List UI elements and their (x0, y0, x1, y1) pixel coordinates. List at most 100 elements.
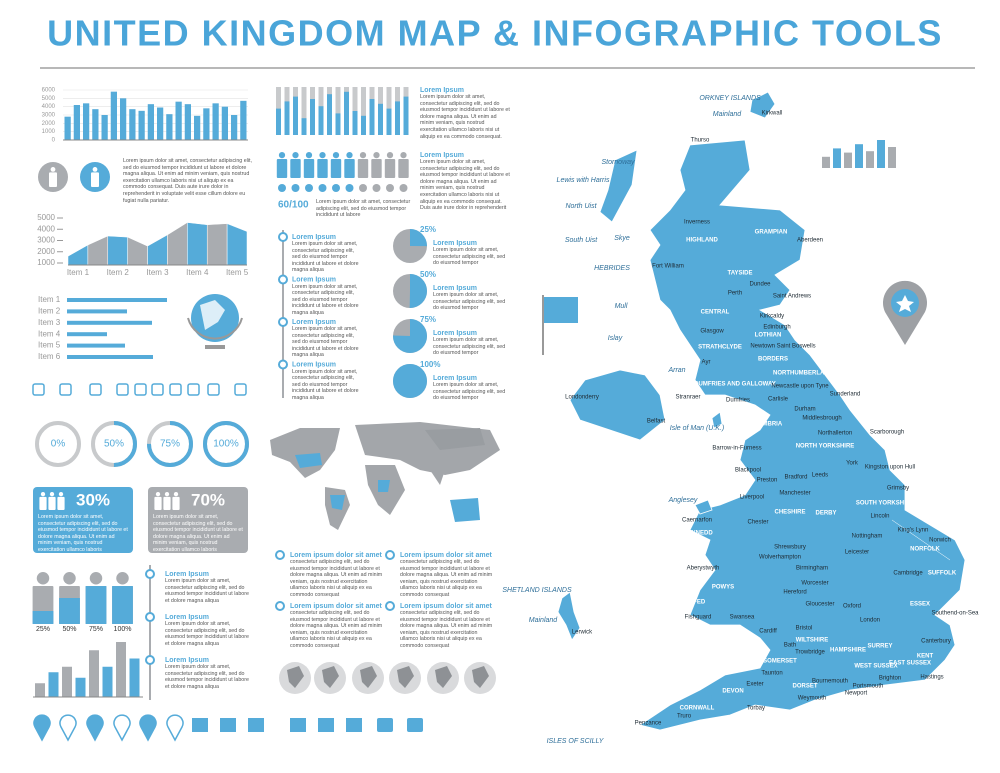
region-border (891, 519, 951, 561)
island-label: Lewis with Harris (557, 177, 610, 184)
pie-label: 25% (420, 225, 436, 234)
paragraph: Lorem ipsum dolor sit amet, consectetur … (420, 94, 510, 140)
bar-track (335, 87, 341, 135)
region-label: CHESHIRE (774, 510, 805, 516)
city-label: Trowbridge (795, 650, 825, 656)
timeline-dot (145, 612, 155, 622)
region-label: NORTH YORKSHIRE (796, 444, 855, 450)
person-icon (330, 152, 342, 178)
note-title: Lorem ipsum dolor sit amet (290, 552, 382, 559)
icon (89, 383, 102, 396)
level-label: 25% (36, 626, 50, 633)
person-head (400, 152, 407, 159)
city-label: Nottingham (852, 534, 883, 540)
bar (301, 118, 307, 135)
city-label: Hastings (920, 675, 943, 681)
person-icon (384, 152, 396, 178)
person-head (89, 572, 103, 585)
bar (194, 115, 201, 140)
note-title: Lorem Ipsum (420, 152, 464, 159)
city-label: Kingston upon Hull (865, 465, 915, 471)
person-icon (154, 492, 162, 510)
pie-title: Lorem Ipsum (433, 375, 477, 382)
northern-ireland (569, 369, 666, 441)
region-label: SURREY (867, 644, 892, 650)
region-label: DERBY (815, 511, 836, 517)
person-icon (344, 152, 355, 178)
note-title: Lorem ipsum dolor sit amet (400, 603, 492, 610)
island-label: Mainland (713, 111, 743, 118)
city-label: Kirkwall (762, 111, 783, 117)
orkney (749, 91, 776, 119)
panel-value: 70% (191, 490, 225, 509)
area-segment (167, 222, 188, 266)
pie-label: 75% (420, 315, 436, 324)
bar (378, 103, 383, 135)
person-body (398, 159, 409, 178)
city-label: Aberdeen (797, 238, 823, 244)
bar (395, 101, 400, 135)
bar (240, 100, 247, 140)
person-body (290, 159, 301, 178)
icon (169, 383, 182, 396)
panel-value: 30% (76, 490, 110, 509)
city-label: Torbay (747, 706, 765, 712)
city-label: Blackpool (735, 468, 761, 474)
gauge-arc (147, 421, 193, 467)
region-label: EAST SUSSEX (889, 661, 931, 667)
city-label: Middlesbrough (802, 416, 841, 422)
level-label: 50% (62, 626, 76, 633)
isle-of-man (711, 411, 723, 429)
person-head (386, 152, 394, 159)
city-label: Perth (728, 291, 742, 297)
icon (59, 383, 72, 396)
globe-land (472, 666, 489, 688)
timeline-title: Lorem Ipsum (165, 614, 209, 621)
person-icon (303, 152, 315, 178)
x-tick-label: Item 2 (107, 268, 130, 277)
gauge-label: 50% (104, 439, 124, 450)
person-head (116, 572, 129, 585)
area-segment (226, 223, 248, 266)
level-label: 100% (114, 626, 132, 633)
region-label: STRATHCLYDE (698, 345, 742, 351)
bar (116, 642, 126, 697)
city-label: Hereford (783, 590, 806, 596)
city-label: Carlisle (768, 397, 789, 403)
region-label: DYFED (685, 600, 706, 606)
person-icon (290, 152, 301, 178)
bar (318, 106, 324, 135)
person-icon (276, 152, 288, 178)
area-segment (67, 244, 89, 266)
island-label: South Uist (565, 237, 598, 244)
island-label: Isle of Man (U.K.) (670, 425, 724, 432)
score: 60/100 (278, 200, 309, 211)
bar-label: Item 5 (38, 341, 61, 350)
city-label: Bristol (796, 626, 813, 632)
area-segment (206, 223, 228, 266)
region-label: WILTSHIRE (796, 638, 829, 644)
bar-track (301, 87, 307, 135)
great-britain (639, 139, 966, 731)
island-label: Stornoway (601, 159, 635, 166)
person-head (155, 492, 161, 497)
y-tick-label: 3000 (42, 113, 56, 119)
paragraph: Lorem ipsum dolor sit amet, consectetur … (38, 514, 128, 553)
city-label: Caernarfon (682, 518, 712, 524)
city-label: Shrewsbury (774, 545, 806, 551)
bar (129, 658, 140, 697)
city-label: Sunderland (830, 392, 861, 398)
pie-label: 50% (420, 270, 436, 279)
region-label: HIGHLAND (686, 238, 718, 244)
x-tick-label: Item 3 (146, 268, 169, 277)
paragraph: Lorem ipsum dolor sit amet, consectetur … (123, 158, 252, 204)
person-head (63, 572, 76, 585)
pie-slice (393, 364, 427, 398)
island-label: HEBRIDES (594, 265, 630, 272)
gauge-track (35, 421, 81, 467)
city-label: Kirkcaldy (760, 314, 784, 320)
city-label: York (846, 461, 859, 467)
city-label: Bradford (784, 475, 807, 481)
pin-icon (407, 718, 423, 732)
